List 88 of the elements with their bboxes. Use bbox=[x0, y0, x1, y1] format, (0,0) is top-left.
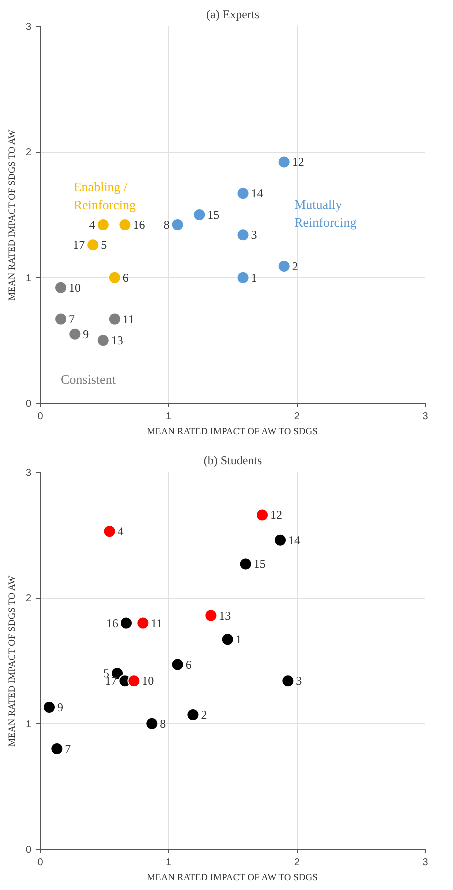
y-tick-label: 0 bbox=[26, 845, 32, 856]
annotation: 9 bbox=[83, 327, 90, 342]
point bbox=[103, 525, 116, 538]
annotation: 6 bbox=[122, 270, 129, 285]
annotation: 12 bbox=[292, 155, 304, 170]
annotation: 16 bbox=[133, 218, 146, 232]
x-tick-label: 3 bbox=[422, 858, 429, 868]
y-axis-title: MEAN RATED IMPACT OF SDGS TO AW bbox=[8, 576, 18, 747]
y-tick-label: 1 bbox=[26, 273, 32, 284]
annotation: 1 bbox=[251, 270, 258, 285]
annotation: 10 bbox=[142, 674, 154, 688]
point bbox=[278, 260, 291, 274]
y-axis-title: MEAN RATED IMPACT OF SDGS TO AW bbox=[8, 130, 18, 301]
annotation: 3 bbox=[296, 674, 302, 688]
y-tick-label: 2 bbox=[26, 148, 32, 159]
point bbox=[282, 674, 295, 688]
point bbox=[108, 271, 122, 284]
annotation: 13 bbox=[219, 608, 232, 623]
point bbox=[50, 742, 64, 756]
point bbox=[256, 508, 270, 522]
annotation: 11 bbox=[151, 616, 163, 630]
annotation: 11 bbox=[122, 312, 134, 326]
annotation: 4 bbox=[118, 524, 124, 539]
y-tick-label: 1 bbox=[26, 719, 32, 730]
point bbox=[108, 312, 122, 326]
point bbox=[171, 658, 184, 672]
point bbox=[171, 218, 184, 232]
chart-title: (a) Experts bbox=[206, 8, 260, 22]
x-tick-label: 3 bbox=[422, 412, 429, 422]
point bbox=[236, 187, 250, 200]
point bbox=[236, 271, 250, 284]
point bbox=[68, 328, 82, 341]
x-tick-label: 2 bbox=[294, 858, 300, 868]
y-tick-label: 0 bbox=[26, 399, 32, 410]
point bbox=[96, 218, 110, 232]
point bbox=[136, 616, 150, 630]
series-label: Enabling / Reinforcing bbox=[74, 179, 136, 212]
annotation: 13 bbox=[111, 334, 124, 348]
point bbox=[186, 708, 200, 722]
annotation: 2 bbox=[292, 260, 298, 274]
point bbox=[54, 281, 68, 294]
point bbox=[278, 156, 291, 169]
annotation: 6 bbox=[186, 658, 192, 672]
x-tick-label: 0 bbox=[38, 412, 44, 422]
point bbox=[274, 534, 287, 547]
y-tick-label: 2 bbox=[26, 594, 32, 605]
y-tick-label: 3 bbox=[26, 468, 32, 479]
annotation: 2 bbox=[201, 708, 208, 722]
point bbox=[120, 616, 133, 630]
annotation: 5 bbox=[101, 238, 108, 252]
annotation: 4 bbox=[89, 218, 96, 232]
x-tick-label: 1 bbox=[166, 412, 172, 422]
point bbox=[204, 609, 218, 622]
annotation: 7 bbox=[69, 312, 76, 326]
point bbox=[193, 208, 206, 222]
point bbox=[239, 558, 252, 571]
annotation: 9 bbox=[57, 700, 64, 714]
annotation: 8 bbox=[160, 716, 166, 731]
point bbox=[236, 228, 250, 242]
annotation: 7 bbox=[65, 742, 72, 756]
annotation: 10 bbox=[69, 280, 82, 295]
annotation: 17 bbox=[73, 238, 86, 252]
point bbox=[128, 674, 141, 688]
point bbox=[54, 312, 68, 326]
point bbox=[42, 701, 56, 714]
annotation: 12 bbox=[270, 508, 283, 522]
annotation: 16 bbox=[106, 616, 118, 630]
chart-title: (b) Students bbox=[204, 454, 262, 468]
annotation: 15 bbox=[254, 557, 266, 572]
annotation: 14 bbox=[251, 186, 264, 201]
x-tick-label: 2 bbox=[294, 412, 300, 422]
x-tick-label: 0 bbox=[38, 858, 44, 868]
x-axis-title: MEAN RATED IMPACT OF AW TO SDGS bbox=[147, 428, 318, 438]
text: Mutually Reinforcing bbox=[294, 197, 358, 230]
point bbox=[96, 334, 110, 348]
annotation: 1 bbox=[236, 632, 242, 647]
annotation: 15 bbox=[208, 208, 220, 222]
annotation: 8 bbox=[164, 218, 170, 232]
text: Consistent bbox=[61, 372, 116, 388]
annotation: 14 bbox=[288, 533, 300, 548]
point bbox=[146, 717, 159, 730]
point bbox=[86, 238, 100, 252]
annotation: 3 bbox=[251, 228, 258, 242]
x-tick-label: 1 bbox=[166, 858, 172, 868]
point bbox=[118, 218, 132, 232]
x-axis-title: MEAN RATED IMPACT OF AW TO SDGS bbox=[147, 874, 318, 884]
point bbox=[221, 633, 234, 646]
y-tick-label: 3 bbox=[26, 22, 32, 33]
